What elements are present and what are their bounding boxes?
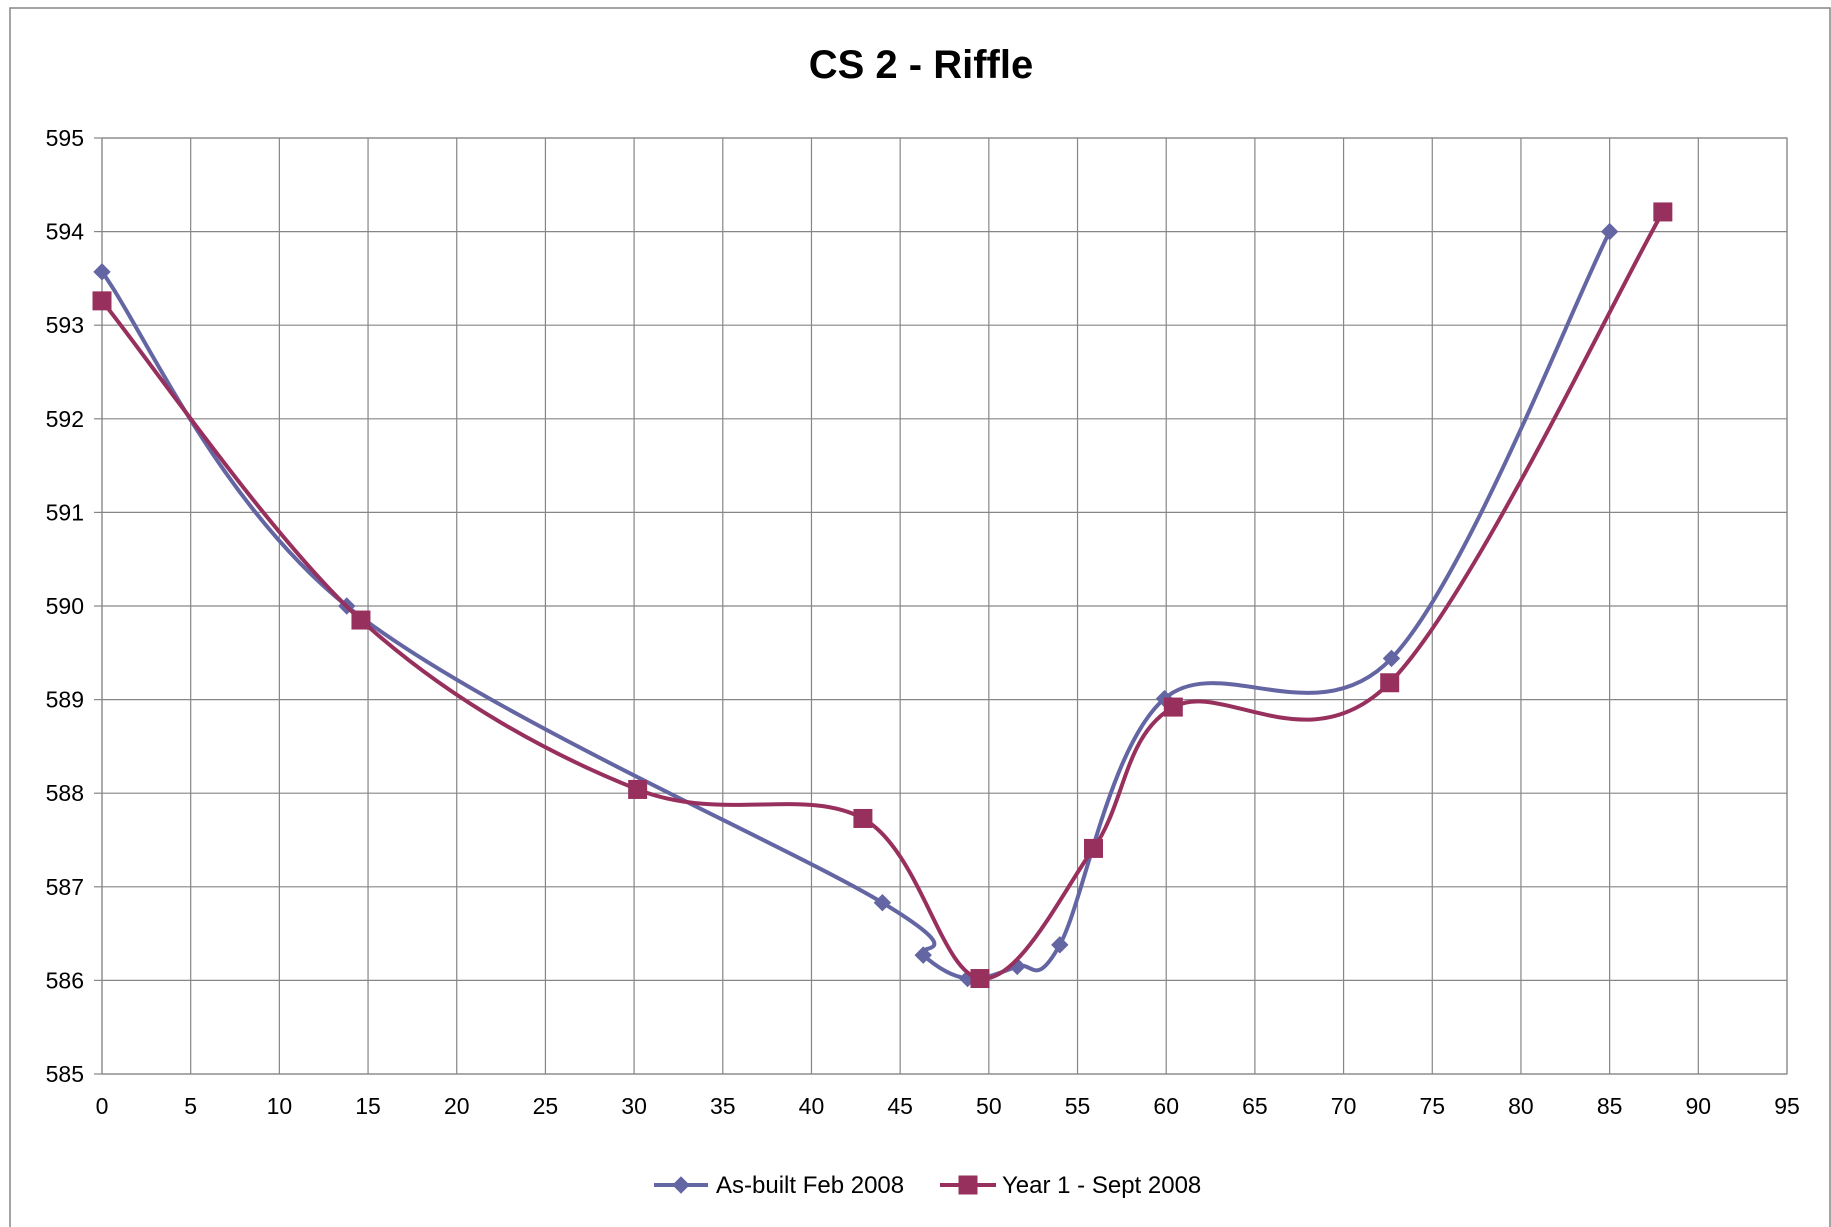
y-tick-label: 591 [46, 499, 84, 525]
x-tick-label: 0 [96, 1093, 109, 1119]
diamond-point [1051, 936, 1069, 954]
x-tick-label: 60 [1153, 1093, 1179, 1119]
legend-label: As-built Feb 2008 [716, 1172, 904, 1199]
y-tick-label: 589 [46, 687, 84, 713]
square-point [1653, 202, 1673, 222]
chart-title: CS 2 - Riffle [809, 43, 1033, 87]
legend-item: Year 1 - Sept 2008 [940, 1172, 1201, 1199]
legend-label: Year 1 - Sept 2008 [1002, 1172, 1201, 1199]
x-tick-label: 35 [710, 1093, 736, 1119]
y-tick-label: 588 [46, 780, 84, 806]
square-point [1380, 673, 1400, 693]
legend-item: As-built Feb 2008 [654, 1172, 904, 1199]
y-tick-label: 594 [46, 219, 85, 245]
legend: As-built Feb 2008 Year 1 - Sept 2008 [654, 1172, 1201, 1199]
square-point [1083, 838, 1103, 858]
x-tick-label: 65 [1242, 1093, 1268, 1119]
x-tick-label: 85 [1597, 1093, 1623, 1119]
legend-square-marker [958, 1175, 978, 1195]
y-tick-label: 585 [46, 1061, 84, 1087]
diamond-point [914, 946, 932, 964]
x-tick-label: 40 [799, 1093, 825, 1119]
x-tick-label: 15 [355, 1093, 381, 1119]
square-point [853, 808, 873, 828]
square-point [628, 779, 648, 799]
x-tick-label: 70 [1331, 1093, 1357, 1119]
y-tick-label: 590 [46, 593, 84, 619]
diamond-point [1600, 222, 1619, 241]
y-tick-label: 592 [46, 406, 84, 432]
diamond-point [873, 894, 892, 912]
diamond-point [1382, 649, 1401, 668]
y-tick-label: 593 [46, 312, 84, 338]
x-tick-label: 45 [887, 1093, 913, 1119]
square-point [351, 610, 371, 630]
x-tick-label: 30 [621, 1093, 647, 1119]
x-tick-label: 95 [1774, 1093, 1800, 1119]
x-tick-label: 80 [1508, 1093, 1534, 1119]
x-tick-label: 20 [444, 1093, 470, 1119]
y-tick-label: 586 [46, 967, 84, 993]
x-tick-label: 55 [1065, 1093, 1091, 1119]
x-tick-label: 50 [976, 1093, 1002, 1119]
x-tick-label: 25 [533, 1093, 559, 1119]
square-point [92, 291, 112, 311]
series-2 [92, 202, 1673, 989]
square-point [970, 969, 990, 989]
y-tick-label: 587 [46, 874, 84, 900]
x-tick-label: 5 [184, 1093, 197, 1119]
square-point [1163, 697, 1183, 717]
y-tick-label: 595 [46, 125, 84, 151]
x-tick-label: 90 [1686, 1093, 1712, 1119]
grid [101, 137, 1788, 1075]
legend-diamond-marker [672, 1176, 690, 1194]
x-tick-label: 75 [1419, 1093, 1445, 1119]
series-layer [92, 202, 1673, 989]
diamond-point [93, 263, 111, 281]
x-tick-label: 10 [267, 1093, 293, 1119]
axes: 0 5 10 15 20 25 30 35 40 45 50 55 60 65 70 75 80 85 90 95 58… [46, 125, 1800, 1119]
